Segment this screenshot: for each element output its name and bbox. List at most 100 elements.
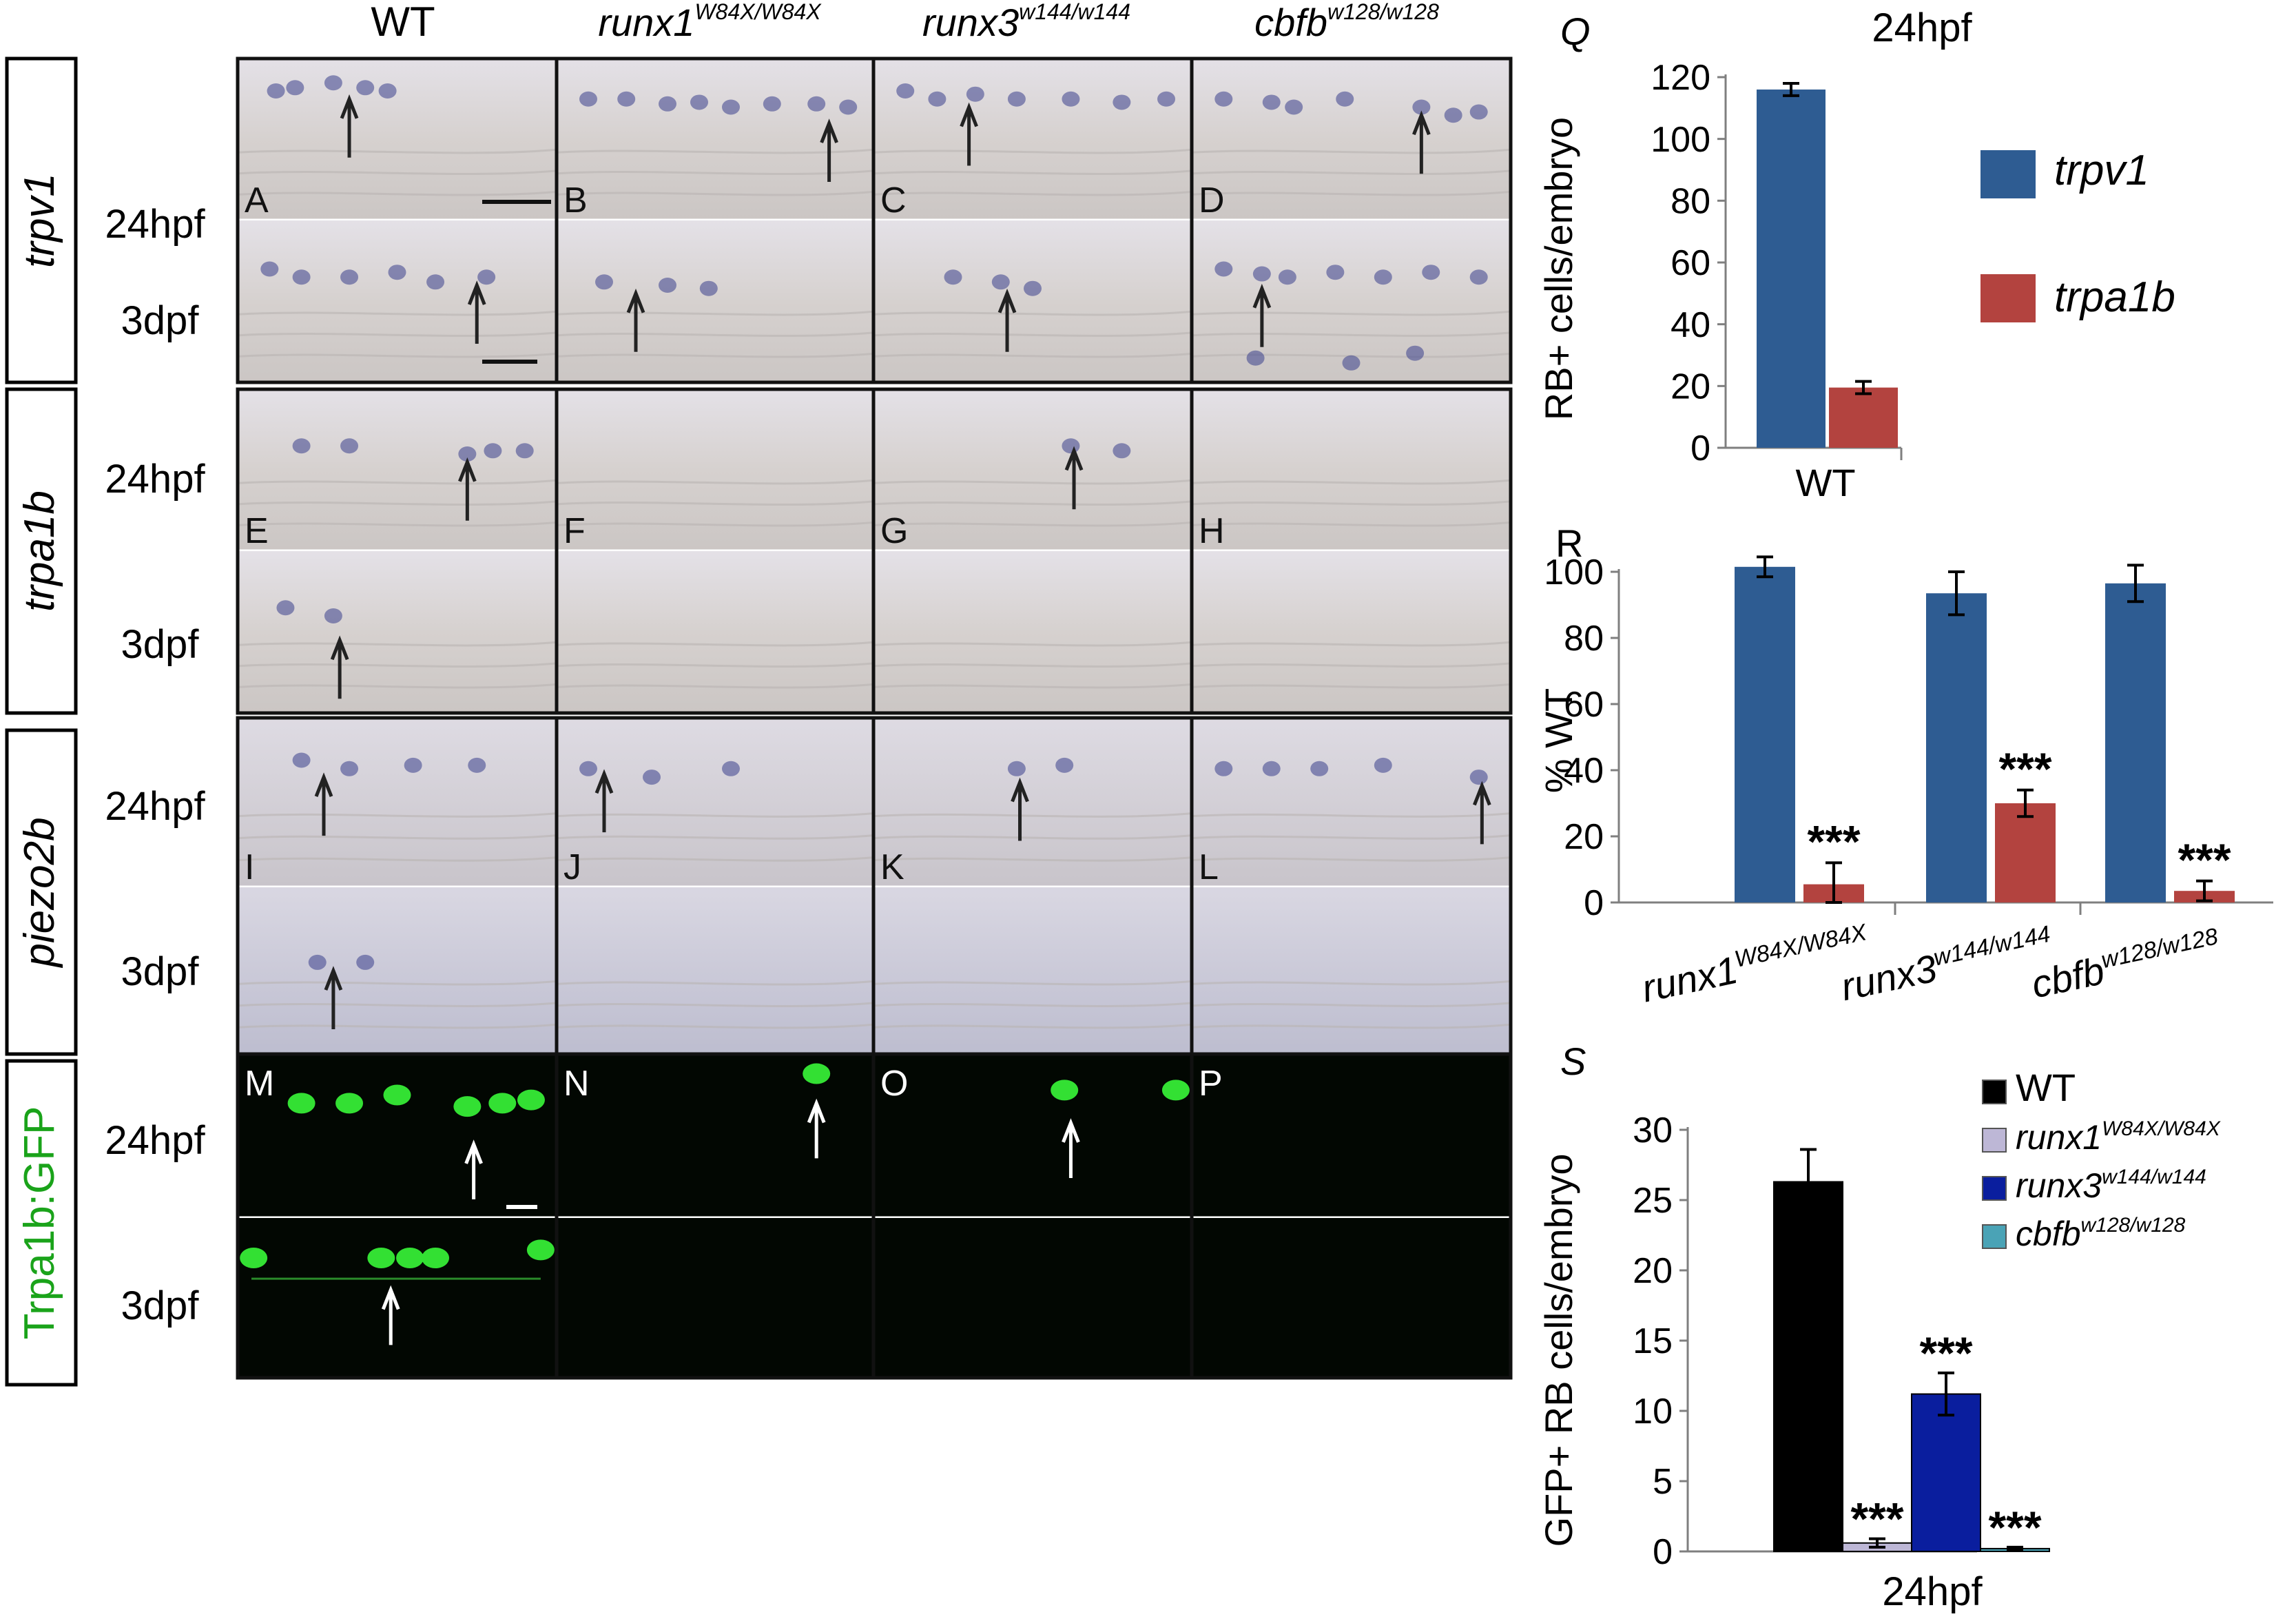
tissue-line <box>237 169 557 175</box>
micrograph-image <box>557 887 873 1054</box>
panel-letter-s: S <box>1560 1040 1586 1083</box>
micrograph-image <box>1192 887 1511 1054</box>
stained-cell <box>1246 350 1265 366</box>
micrograph-image <box>873 718 1192 887</box>
micrograph-image <box>557 59 873 220</box>
gfp-cell <box>367 1248 395 1268</box>
panel-letter: F <box>563 511 586 551</box>
stained-cell <box>292 269 311 285</box>
tissue-line <box>873 1023 1192 1029</box>
stained-cell <box>1024 280 1042 296</box>
micrograph-image <box>557 389 873 551</box>
arrow-icon <box>820 118 838 182</box>
tissue-line <box>1191 479 1511 485</box>
stained-cell <box>324 608 342 623</box>
panel-letter: D <box>1199 180 1225 220</box>
micrograph-panel: J <box>556 718 874 889</box>
tissue-line <box>237 500 557 506</box>
fluorescence-image <box>238 1218 557 1378</box>
micrograph-image <box>557 551 873 713</box>
tissue-line <box>556 310 874 316</box>
micrograph-panel: I <box>237 718 557 889</box>
chart-s-ylabel: GFP+ RB cells/embryo <box>1537 1153 1580 1547</box>
stained-cell <box>484 443 502 459</box>
stained-cell <box>1062 91 1080 107</box>
micrograph-panel: C <box>873 59 1192 223</box>
chart-s-legend-label: runx3w144/w144 <box>2016 1166 2206 1205</box>
stained-cell <box>966 86 984 102</box>
tissue-line <box>237 331 557 337</box>
tissue-line <box>556 683 874 689</box>
tissue-line <box>237 310 557 316</box>
chart-q-y-tick-label: 100 <box>1651 120 1710 160</box>
panel-border <box>1190 1052 1513 1380</box>
panel-letter: I <box>245 847 254 887</box>
stained-cell <box>643 770 661 785</box>
panel-letter: C <box>880 180 907 220</box>
stained-cell <box>839 99 858 115</box>
stained-cell <box>292 438 311 454</box>
stained-cell <box>1336 91 1354 107</box>
stained-cell <box>1007 91 1026 107</box>
chart-s-bar <box>1911 1393 1981 1553</box>
micrograph-panel: K <box>873 718 1192 889</box>
micrograph-panel <box>873 551 1192 713</box>
gene-label-piezo2b: piezo2b <box>16 817 63 968</box>
chart-s-legend-label: runx1W84X/W84X <box>2016 1117 2221 1157</box>
micrograph-panel: M <box>238 1054 557 1220</box>
gene-box-gfp <box>5 1059 78 1387</box>
tissue-line <box>873 812 1192 818</box>
micrograph-image <box>238 718 557 887</box>
arrow-icon <box>330 635 349 699</box>
stage-label: 3dpf <box>121 949 200 994</box>
tissue-line <box>1191 641 1511 647</box>
tissue-line <box>556 190 874 196</box>
chart-s-legend-swatch <box>1982 1128 2007 1153</box>
arrow-icon <box>458 457 477 521</box>
stained-cell <box>1285 99 1303 115</box>
micrograph-image <box>873 887 1192 1054</box>
arrow-icon <box>1252 283 1272 347</box>
chart-q-bar-trpv1 <box>1757 89 1826 448</box>
gfp-cell <box>526 1239 555 1261</box>
panel-letter: B <box>563 180 588 220</box>
micrograph-panel <box>1191 220 1511 382</box>
arrow-icon <box>464 1139 483 1199</box>
fluorescence-image <box>1192 1218 1511 1378</box>
stained-cell <box>1262 761 1281 776</box>
gfp-cell <box>488 1093 517 1114</box>
chart-s-significance: *** <box>1988 1502 2041 1553</box>
chart-r-y-tick-label: 80 <box>1564 619 1604 659</box>
tissue-line <box>556 856 874 862</box>
micrograph-panel: N <box>557 1054 873 1220</box>
tissue-line <box>556 352 874 358</box>
arrow-icon <box>997 288 1017 352</box>
chart-s-y-tick-label: 5 <box>1653 1462 1673 1502</box>
stage-label: 24hpf <box>105 457 205 502</box>
tissue-line <box>1191 521 1511 527</box>
tissue-line <box>237 834 557 840</box>
chart-s-y-tick-label: 0 <box>1653 1532 1673 1572</box>
chart-r-bar-trpa1b <box>1995 803 2056 902</box>
tissue-line <box>873 683 1192 689</box>
stained-cell <box>340 761 359 776</box>
stained-cell <box>617 91 636 107</box>
panel-border <box>1190 56 1513 384</box>
gfp-cell <box>396 1248 424 1268</box>
col-header-runx1: runx1W84X/W84X <box>598 0 822 44</box>
tissue-line <box>556 812 874 818</box>
stained-cell <box>659 96 676 112</box>
stained-cell <box>292 752 311 768</box>
tissue-line <box>237 148 557 154</box>
micrograph-panel <box>1191 887 1511 1054</box>
micrograph-image <box>873 59 1192 220</box>
tissue-line <box>237 521 557 527</box>
chart-s-legend-swatch <box>1982 1080 2007 1104</box>
stained-cell <box>1055 757 1074 773</box>
stage-label: 24hpf <box>105 1118 205 1163</box>
tissue-line <box>873 1002 1192 1007</box>
chart-q-legend: trpv1 trpa1b <box>1980 147 2175 322</box>
stained-cell <box>1214 261 1233 277</box>
tissue-line <box>556 980 874 986</box>
tissue-line <box>237 683 557 689</box>
